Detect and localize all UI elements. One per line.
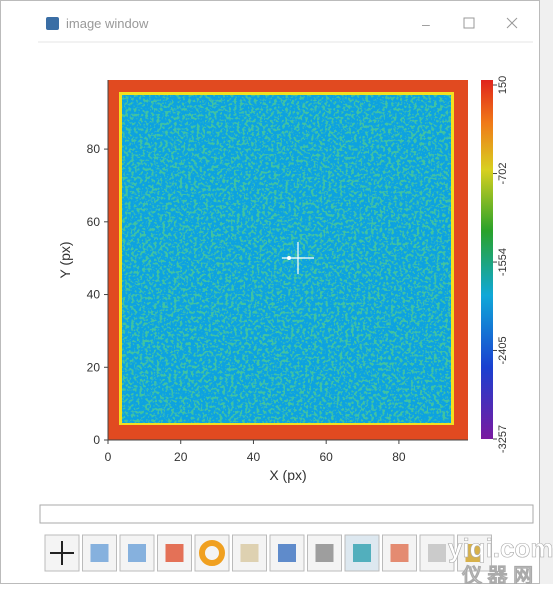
x-tick-label: 0 — [105, 450, 112, 464]
tool-button[interactable] — [82, 534, 117, 572]
x-tick-label: 40 — [247, 450, 261, 464]
watermark-name: 仪 器 网 — [461, 564, 533, 584]
y-tick-label: 60 — [87, 215, 101, 229]
tool-button[interactable] — [157, 534, 192, 572]
colorbar — [481, 80, 493, 439]
tool-button[interactable] — [232, 534, 267, 572]
icon — [50, 541, 74, 565]
colorbar-tick-label: 150 — [497, 76, 509, 94]
tool-button[interactable] — [44, 534, 80, 572]
tool-button[interactable] — [457, 534, 492, 572]
background — [540, 0, 553, 584]
y-tick-label: 20 — [87, 360, 101, 374]
watermark-site: yiqi.com — [448, 533, 553, 563]
tool-button[interactable] — [382, 534, 417, 572]
y-axis-label: Y (px) — [57, 241, 73, 278]
icon — [240, 544, 259, 562]
window-title: image window — [66, 16, 149, 31]
tool-button[interactable] — [269, 534, 305, 572]
tool-button[interactable] — [344, 534, 380, 572]
icon — [199, 540, 225, 566]
x-axis-label: X (px) — [269, 467, 306, 483]
icon — [165, 544, 184, 562]
app-icon — [46, 17, 59, 30]
icon — [90, 544, 109, 562]
icon — [428, 544, 446, 562]
axes: 0 20 40 60 80 0 20 40 60 80 X (px) Y (px) 150 -702 -15… — [57, 76, 509, 483]
y-tick-label: 80 — [87, 142, 101, 156]
icon — [465, 544, 484, 562]
close-button[interactable] — [506, 17, 518, 29]
minimize-button[interactable]: – — [422, 16, 430, 32]
tool-button[interactable] — [307, 534, 342, 572]
crosshair-center — [287, 256, 291, 260]
colorbar-tick-label: -2405 — [497, 336, 509, 364]
tool-button[interactable] — [419, 534, 455, 572]
icon — [390, 544, 409, 562]
x-tick-label: 60 — [320, 450, 334, 464]
icon — [128, 544, 146, 562]
tool-button[interactable] — [194, 534, 230, 572]
maximize-button[interactable] — [463, 17, 475, 29]
image-content — [122, 95, 451, 423]
icon — [353, 544, 371, 562]
colorbar-tick-label: -702 — [497, 163, 509, 185]
icon — [278, 544, 296, 562]
x-tick-label: 80 — [392, 450, 406, 464]
colorbar-tick-label: -3257 — [497, 425, 509, 453]
colorbar-tick-label: -1554 — [497, 248, 509, 276]
button-frame — [419, 534, 455, 572]
y-tick-label: 40 — [87, 288, 101, 302]
x-tick-label: 20 — [174, 450, 188, 464]
toolbar — [44, 534, 492, 572]
y-tick-label: 0 — [93, 433, 100, 447]
tool-button[interactable] — [119, 534, 155, 572]
icon — [315, 544, 334, 562]
status-bar — [39, 504, 534, 524]
